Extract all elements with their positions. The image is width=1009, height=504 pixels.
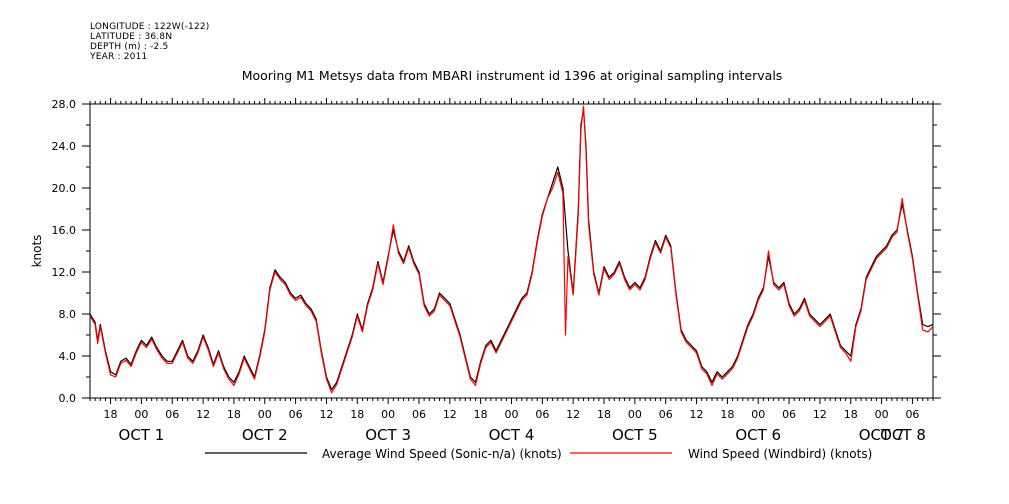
x-hour-label: 18	[227, 408, 241, 421]
series-layer	[89, 105, 934, 394]
y-tick-label: 28.0	[52, 98, 77, 111]
legend-label: Average Wind Speed (Sonic-n/a) (knots)	[322, 447, 562, 461]
latitude-text: LATITUDE : 36.8N	[90, 32, 173, 42]
x-hour-label: 06	[905, 408, 919, 421]
y-tick-label: 4.0	[59, 350, 77, 363]
x-hour-label: 18	[474, 408, 488, 421]
x-hour-label: 18	[597, 408, 611, 421]
longitude-text: LONGITUDE : 122W(-122)	[90, 22, 210, 32]
y-tick-label: 24.0	[52, 140, 77, 153]
chart-title: Mooring M1 Metsys data from MBARI instru…	[242, 68, 783, 83]
legend-label: Wind Speed (Windbird) (knots)	[688, 447, 872, 461]
x-hour-label: 06	[412, 408, 426, 421]
x-day-label: OCT 5	[612, 426, 658, 444]
plot-axes: 0.0 4.0 8.0 12.0 16.0 20.0 24.0 28.0 18 00 06 12 18 0…	[52, 98, 941, 444]
x-hour-label: 00	[875, 408, 889, 421]
x-hour-label: 18	[720, 408, 734, 421]
x-hour-label: 00	[134, 408, 148, 421]
x-day-label: OCT 7	[859, 426, 905, 444]
x-hour-label: 06	[289, 408, 303, 421]
series-line-windbird	[89, 105, 934, 394]
year-text: YEAR : 2011	[90, 52, 148, 62]
x-hour-label: 18	[350, 408, 364, 421]
depth-text: DEPTH (m) : -2.5	[90, 42, 169, 52]
x-day-label: OCT 8	[880, 426, 926, 444]
y-tick-label: 16.0	[52, 224, 77, 237]
x-day-label: OCT 2	[242, 426, 288, 444]
x-day-label: OCT 3	[365, 426, 411, 444]
x-hour-label: 18	[104, 408, 118, 421]
x-hour-label: 00	[381, 408, 395, 421]
x-hour-label: 06	[535, 408, 549, 421]
y-tick-label: 12.0	[52, 266, 77, 279]
x-day-label: OCT 6	[735, 426, 781, 444]
legend: Average Wind Speed (Sonic-n/a) (knots) Wi…	[205, 447, 872, 461]
y-axis-label: knots	[30, 235, 44, 268]
x-hour-label: 00	[628, 408, 642, 421]
x-hour-label: 00	[505, 408, 519, 421]
x-hour-label: 18	[844, 408, 858, 421]
y-tick-label: 0.0	[59, 392, 77, 405]
series-line-average-sonic	[89, 108, 934, 391]
x-day-label: OCT 1	[119, 426, 165, 444]
y-tick-label: 8.0	[59, 308, 77, 321]
x-day-label: OCT 4	[489, 426, 535, 444]
y-tick-label: 20.0	[52, 182, 77, 195]
x-hour-label: 06	[659, 408, 673, 421]
x-hour-label: 00	[751, 408, 765, 421]
x-hour-label: 06	[165, 408, 179, 421]
x-hour-label: 06	[782, 408, 796, 421]
plot-frame	[89, 103, 934, 399]
x-hour-label: 00	[258, 408, 272, 421]
x-hour-label: 12	[196, 408, 210, 421]
x-hour-label: 12	[813, 408, 827, 421]
x-hour-label: 12	[443, 408, 457, 421]
x-hour-label: 12	[690, 408, 704, 421]
x-hour-label: 12	[566, 408, 580, 421]
x-hour-label: 12	[319, 408, 333, 421]
